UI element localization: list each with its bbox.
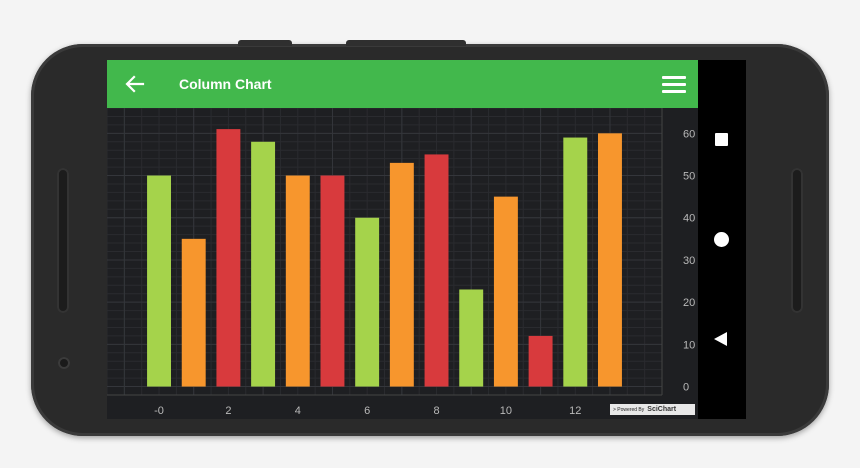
bar (493, 196, 518, 387)
bar (563, 137, 588, 387)
scichart-watermark: > Powered By SciChart (610, 404, 695, 415)
bar (251, 141, 276, 387)
speaker-grille-left (57, 168, 69, 313)
bar (424, 154, 449, 387)
y-tick-label: 10 (683, 339, 695, 351)
app-bar: Column Chart (107, 60, 698, 108)
column-chart: -0 2 4 6 8 10 12 0 10 20 30 40 50 60 > Powered By Sci… (107, 108, 698, 419)
bar (355, 217, 380, 387)
bar (285, 175, 310, 387)
phone-side-button (346, 40, 466, 46)
x-tick-label: 12 (569, 405, 581, 417)
y-tick-label: 0 (683, 382, 689, 394)
chart-svg: -0 2 4 6 8 10 12 0 10 20 30 40 50 60 (107, 108, 695, 417)
x-tick-label: 2 (225, 405, 231, 417)
bar (598, 133, 622, 387)
page-title: Column Chart (179, 76, 272, 92)
y-tick-label: 60 (683, 128, 695, 140)
arrow-left-icon[interactable] (125, 74, 145, 94)
bar (216, 129, 241, 387)
watermark-prefix: > Powered By (613, 406, 645, 413)
bar (320, 175, 345, 387)
device-screen: Column Chart -0 2 4 6 8 10 12 0 10 20 30 40 50 60 > P… (107, 60, 746, 419)
y-tick-label: 30 (683, 255, 695, 267)
triangle-back-icon[interactable] (714, 332, 727, 346)
hamburger-menu-icon[interactable] (662, 76, 686, 94)
bar (181, 238, 206, 387)
x-tick-label: 4 (295, 405, 301, 417)
watermark-brand: SciChart (647, 406, 677, 413)
x-tick-label: 8 (433, 405, 439, 417)
x-tick-label: -0 (154, 405, 164, 417)
phone-side-button (238, 40, 292, 46)
speaker-grille-right (791, 168, 803, 313)
bar (528, 335, 553, 387)
bar (147, 175, 171, 387)
circle-icon[interactable] (714, 232, 729, 247)
x-tick-label: 6 (364, 405, 370, 417)
bar (389, 162, 414, 387)
android-nav-bar (698, 60, 746, 419)
square-icon[interactable] (715, 133, 728, 146)
y-tick-label: 20 (683, 297, 695, 309)
front-camera (58, 357, 70, 369)
x-tick-label: 10 (500, 405, 512, 417)
y-tick-label: 50 (683, 171, 695, 183)
bar (459, 289, 484, 387)
y-tick-label: 40 (683, 213, 695, 225)
